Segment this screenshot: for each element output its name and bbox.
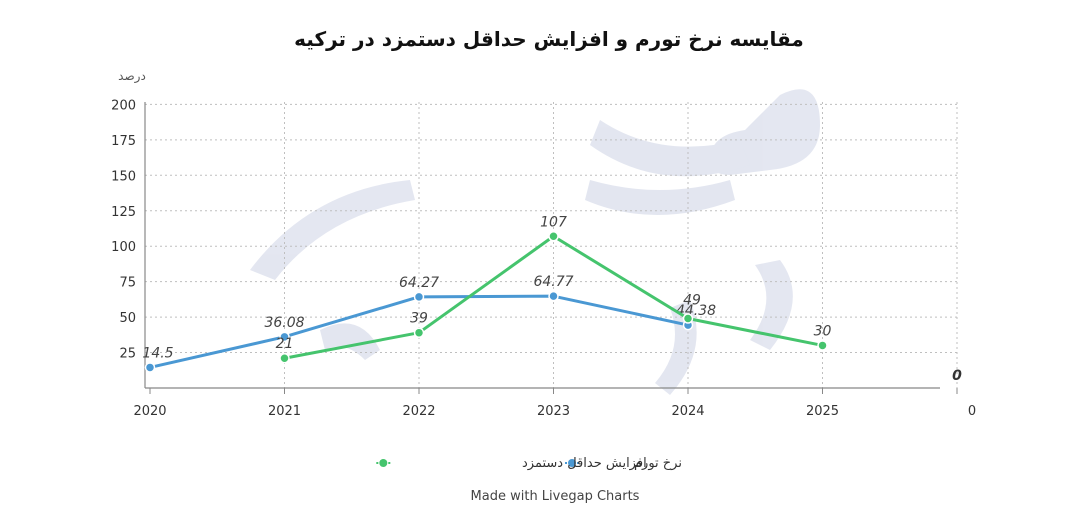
data-point[interactable] xyxy=(144,362,156,373)
x-tick-label: 2021 xyxy=(268,404,301,419)
grid-lines xyxy=(145,102,960,388)
data-label: 64.27 xyxy=(399,275,439,291)
data-label: 30 xyxy=(814,323,832,339)
data-label: 39 xyxy=(410,311,428,327)
data-label: 36.08 xyxy=(264,315,304,331)
axes xyxy=(144,102,940,389)
data-label: 14.5 xyxy=(142,345,173,361)
chart-title: مقایسه نرخ تورم و افزایش حداقل دستمزد در… xyxy=(294,27,804,51)
y-tick-label: 75 xyxy=(119,276,136,291)
y-tick-label: 175 xyxy=(111,134,136,149)
legend-swatch-dot xyxy=(568,459,577,467)
data-point[interactable] xyxy=(279,331,290,343)
data-label: 64.77 xyxy=(533,274,573,290)
x-tick-label: 2023 xyxy=(537,404,570,419)
credit-text: Made with Livegap Charts xyxy=(471,489,640,504)
data-label: 49 xyxy=(683,293,701,309)
data-point[interactable] xyxy=(817,340,828,351)
data-point[interactable] xyxy=(413,291,425,303)
data-point[interactable] xyxy=(413,327,425,338)
data-label: 107 xyxy=(540,214,567,230)
x-tick-label: 2022 xyxy=(402,404,435,419)
x-tick-label: 2020 xyxy=(133,404,166,419)
x-axis-ticks: 2020 2021 2022 2023 2024 2025 0 xyxy=(133,388,976,419)
legend-item-2[interactable]: افزایش حداقل دستمزد xyxy=(376,456,647,471)
y-tick-label: 100 xyxy=(111,240,136,255)
x-tick-label: 2025 xyxy=(806,404,839,419)
x-tick-label: 2024 xyxy=(671,404,704,419)
legend-label: افزایش حداقل دستمزد xyxy=(522,456,647,471)
y-axis-ticks: 25 50 75 100 125 150 175 200 xyxy=(111,98,136,361)
watermark-logo xyxy=(250,89,820,395)
y-tick-label: 25 xyxy=(119,347,136,362)
data-point[interactable] xyxy=(279,352,290,364)
legend-swatch-dot xyxy=(379,459,388,467)
legend-label: نرخ تورم xyxy=(634,456,682,471)
y-tick-label: 200 xyxy=(111,98,136,113)
y-tick-label: 50 xyxy=(119,311,136,326)
y-axis-unit-label: درصد xyxy=(118,69,146,84)
y-tick-label: 150 xyxy=(111,169,136,184)
data-label: 21 xyxy=(276,336,294,352)
x-tick-label: 0 xyxy=(968,404,976,419)
legend-item-1[interactable]: نرخ تورم xyxy=(565,456,682,471)
zero-annotation: 0 xyxy=(952,368,962,384)
data-point[interactable] xyxy=(548,290,559,302)
data-point[interactable] xyxy=(682,313,694,324)
data-point[interactable] xyxy=(548,231,559,242)
y-tick-label: 125 xyxy=(111,205,136,220)
